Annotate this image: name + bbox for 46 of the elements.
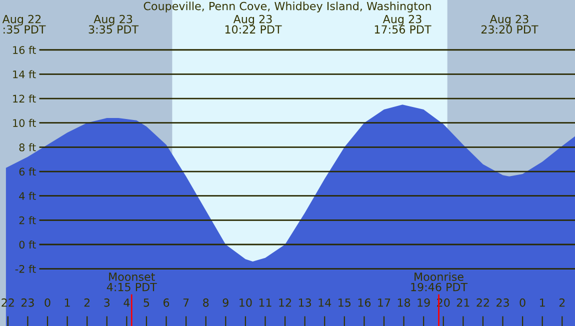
- x-tick-label: 1: [64, 298, 70, 307]
- y-tick-label: -2 ft: [15, 264, 36, 273]
- x-tick-label: 19: [418, 298, 430, 307]
- y-tick-label: 4 ft: [19, 192, 36, 200]
- x-tick-label: 8: [203, 298, 209, 307]
- x-tick-label: 5: [144, 298, 150, 307]
- x-tick-label: 13: [298, 298, 311, 307]
- x-tick-label: 10: [240, 298, 252, 307]
- x-tick-label: 22: [2, 298, 14, 307]
- x-tick-label: 14: [318, 298, 332, 307]
- x-tick-label: 0: [520, 298, 526, 307]
- x-tick-label: 16: [358, 298, 371, 307]
- x-tick-label: 18: [398, 298, 410, 307]
- x-tick-label: 21: [456, 298, 470, 307]
- x-tick-label: 11: [259, 298, 272, 307]
- chart-title: Coupeville, Penn Cove, Whidbey Island, Washington: [144, 2, 431, 12]
- y-tick-label: 8 ft: [19, 143, 36, 152]
- annotation: Aug 23 3:35 PDT: [88, 14, 139, 34]
- x-tick-label: 15: [338, 298, 351, 307]
- x-tick-label: 12: [279, 298, 291, 307]
- annotation: Aug 23 23:20 PDT: [481, 14, 538, 34]
- x-tick-label: 23: [496, 298, 509, 307]
- y-tick-label: 2 ft: [19, 216, 36, 224]
- x-tick-label: 2: [559, 298, 565, 307]
- y-tick-label: 0 ft: [19, 240, 36, 249]
- x-tick-label: 7: [183, 298, 189, 307]
- x-tick-label: 2: [84, 298, 90, 307]
- annotation: Aug 23 17:56 PDT: [374, 14, 432, 34]
- x-tick-label: 17: [378, 298, 390, 307]
- annotation: Aug 23 10:22 PDT: [225, 14, 282, 34]
- x-tick-label: 1: [540, 298, 545, 307]
- x-tick-label: 3: [104, 298, 110, 307]
- x-tick-label: 23: [21, 298, 34, 307]
- x-tick-label: 9: [222, 298, 228, 307]
- y-tick-label: 10 ft: [13, 118, 36, 127]
- annotation: Aug 22 :35 PDT: [2, 14, 46, 34]
- x-tick-label: 4: [124, 298, 130, 307]
- y-tick-label: 12 ft: [13, 94, 36, 102]
- x-tick-label: 22: [476, 298, 489, 307]
- x-tick-label: 0: [44, 298, 50, 307]
- y-tick-label: 6 ft: [19, 168, 36, 176]
- ref-line-label: Moonset 4:15 PDT: [106, 272, 157, 292]
- y-tick-label: 14 ft: [13, 70, 36, 78]
- y-tick-label: 16 ft: [13, 46, 36, 54]
- ref-line-label: Moonrise 19:46 PDT: [411, 272, 468, 292]
- x-tick-label: 6: [164, 298, 170, 307]
